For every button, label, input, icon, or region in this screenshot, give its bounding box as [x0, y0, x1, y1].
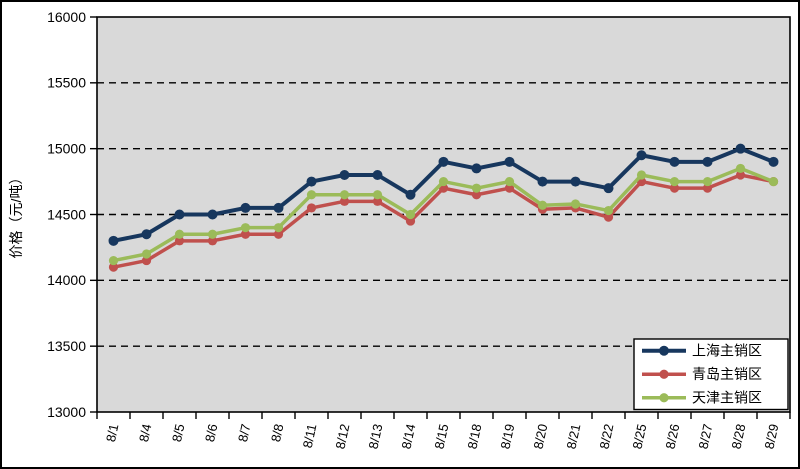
series-marker — [570, 176, 581, 187]
x-tick-label: 8/11 — [300, 423, 320, 450]
series-marker — [471, 163, 482, 174]
x-tick-label: 8/20 — [530, 423, 550, 451]
series-marker — [207, 209, 218, 220]
series-marker — [438, 176, 449, 187]
series-marker — [372, 196, 383, 206]
legend-label-1: 上海主销区 — [692, 343, 762, 359]
series-marker — [174, 229, 185, 239]
x-tick-label: 8/6 — [202, 423, 220, 444]
x-tick-label: 8/8 — [268, 423, 286, 444]
series-marker — [273, 229, 284, 239]
series-marker — [108, 255, 119, 266]
series-marker — [240, 223, 251, 233]
series-marker — [306, 176, 317, 187]
series-marker — [405, 209, 416, 220]
series-marker — [141, 255, 152, 266]
series-marker — [306, 203, 317, 213]
x-tick-label: 8/18 — [464, 423, 484, 451]
series-marker — [405, 216, 416, 226]
series-marker — [603, 183, 614, 194]
legend-label-2: 青岛主销区 — [692, 366, 762, 382]
series-marker — [471, 183, 482, 193]
series-marker — [141, 229, 152, 240]
series-marker — [735, 163, 746, 174]
x-tick-label: 8/29 — [761, 423, 781, 451]
series-marker — [339, 196, 350, 206]
y-tick-label: 14500 — [47, 206, 86, 222]
series-marker — [306, 190, 317, 200]
y-tick-label: 15500 — [47, 75, 86, 91]
x-tick-label: 8/14 — [398, 423, 418, 451]
x-tick-label: 8/27 — [695, 423, 715, 451]
series-marker — [438, 156, 449, 167]
series-marker — [339, 170, 350, 180]
series-marker — [669, 176, 680, 187]
x-tick-label: 8/4 — [136, 423, 154, 444]
legend-marker — [659, 393, 669, 403]
y-tick-label: 15000 — [47, 141, 86, 157]
series-marker — [405, 189, 416, 200]
series-marker — [636, 170, 647, 180]
legend-label-3: 天津主销区 — [692, 390, 762, 406]
x-tick-label: 8/21 — [563, 423, 583, 451]
series-marker — [240, 202, 251, 213]
series-marker — [174, 236, 185, 246]
x-tick-label: 8/1 — [103, 423, 121, 444]
series-marker — [141, 249, 152, 259]
y-tick-label: 13000 — [47, 404, 86, 420]
series-marker — [174, 209, 185, 220]
series-marker — [768, 176, 779, 187]
series-marker — [702, 156, 713, 167]
series-marker — [669, 156, 680, 167]
x-tick-label: 8/25 — [629, 423, 649, 451]
series-marker — [570, 199, 581, 209]
x-tick-label: 8/28 — [728, 423, 748, 451]
series-marker — [207, 229, 218, 239]
series-marker — [339, 190, 350, 200]
x-tick-label: 8/15 — [431, 423, 451, 451]
x-tick-label: 8/13 — [365, 423, 385, 451]
series-marker — [108, 235, 119, 246]
series-marker — [240, 229, 251, 239]
series-marker — [669, 183, 680, 193]
y-axis-title: 价格（元/吨） — [8, 171, 24, 259]
series-marker — [603, 212, 614, 222]
series-marker — [735, 170, 746, 180]
y-tick-label: 13500 — [47, 338, 86, 354]
series-marker — [372, 190, 383, 200]
x-tick-label: 8/7 — [235, 423, 253, 444]
series-marker — [636, 150, 647, 161]
y-tick-label: 16000 — [47, 9, 86, 25]
series-marker — [108, 262, 119, 272]
series-marker — [537, 200, 548, 210]
x-tick-label: 8/12 — [332, 423, 352, 451]
series-marker — [207, 236, 218, 246]
series-marker — [471, 190, 482, 200]
series-marker — [273, 223, 284, 233]
series-marker — [735, 143, 746, 154]
series-marker — [372, 170, 383, 180]
series-marker — [768, 156, 779, 167]
y-tick-label: 14000 — [47, 272, 86, 288]
x-tick-label: 8/19 — [497, 423, 517, 451]
series-marker — [537, 176, 548, 187]
series-marker — [702, 176, 713, 187]
series-marker — [504, 176, 515, 187]
x-tick-label: 8/22 — [596, 423, 616, 451]
x-tick-label: 8/5 — [169, 423, 187, 444]
legend-marker — [659, 369, 669, 379]
series-marker — [702, 183, 713, 193]
x-tick-label: 8/26 — [662, 423, 682, 451]
series-marker — [603, 205, 614, 216]
legend-marker — [659, 345, 669, 356]
series-marker — [504, 183, 515, 193]
series-marker — [273, 202, 284, 213]
series-marker — [504, 156, 515, 167]
